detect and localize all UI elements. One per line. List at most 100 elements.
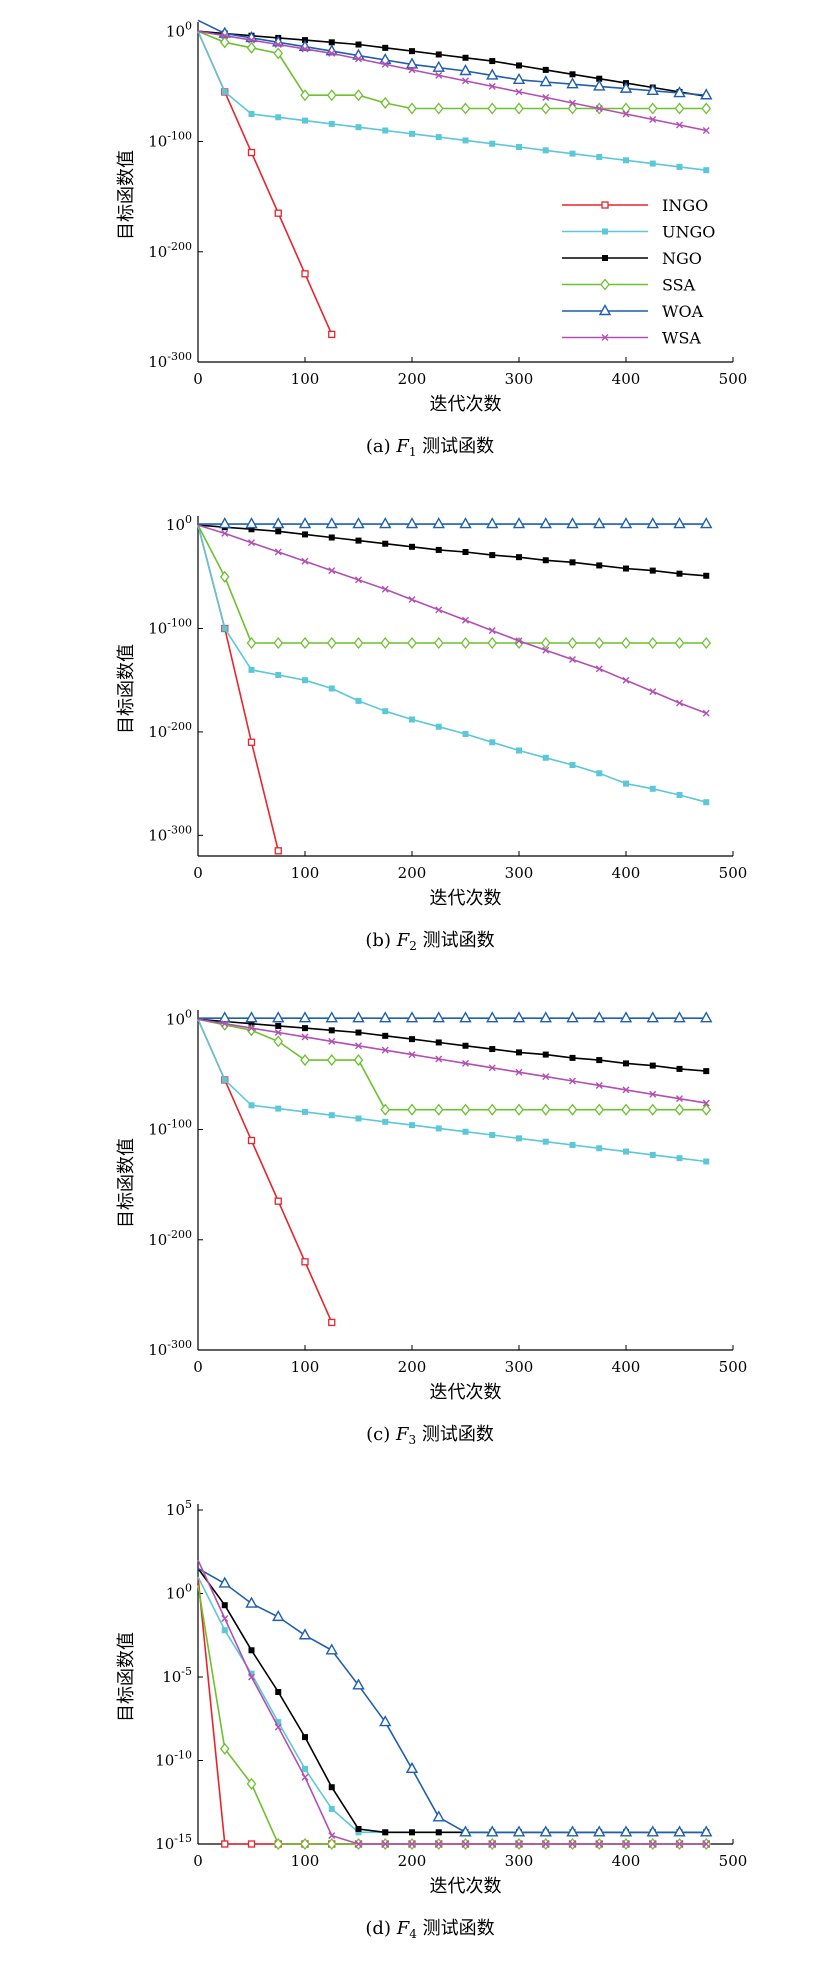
wsa-point — [515, 88, 523, 96]
ingo-point — [247, 738, 256, 746]
y-tick-label: 10-15 — [155, 1832, 192, 1853]
ungo-point — [435, 1125, 442, 1132]
ngo-point — [462, 54, 469, 61]
wsa-point — [381, 1046, 389, 1054]
x-tick-label: 300 — [505, 1358, 534, 1376]
wsa-point — [622, 110, 630, 118]
ungo-point — [382, 708, 389, 715]
ngo-point — [248, 1020, 255, 1027]
ingo-point — [301, 270, 309, 278]
ungo-point — [516, 747, 522, 754]
wsa-point — [221, 529, 229, 537]
wsa-point — [435, 71, 443, 79]
legend-label: NGO — [662, 249, 702, 268]
ungo-point — [462, 730, 469, 737]
wsa-point — [622, 1086, 630, 1094]
wsa-point — [676, 121, 683, 129]
wsa-point — [355, 1042, 362, 1050]
ungo-point — [248, 1670, 255, 1677]
wsa-point — [595, 104, 603, 112]
ungo-point — [328, 1112, 335, 1119]
ngo-point — [676, 570, 683, 577]
ngo-point — [462, 1042, 469, 1049]
wsa-point — [462, 1840, 469, 1848]
x-tick-label: 0 — [193, 1358, 203, 1376]
x-tick-label: 300 — [505, 864, 534, 882]
ngo-point — [355, 1029, 362, 1036]
ungo-point — [248, 1102, 255, 1109]
x-tick-label: 500 — [719, 864, 748, 882]
woa-point — [673, 1011, 686, 1023]
ngo-point — [435, 1829, 442, 1836]
ssa-point — [487, 1103, 498, 1116]
ungo-point — [328, 1805, 335, 1812]
wsa-point — [355, 55, 362, 63]
ssa-point — [460, 102, 471, 115]
ssa-point — [273, 1837, 284, 1851]
wsa-point — [595, 1840, 603, 1848]
ssa-point — [326, 636, 337, 650]
wsa-point — [301, 557, 309, 565]
ngo-point — [596, 562, 603, 569]
ungo-point — [302, 117, 308, 124]
ssa-point — [326, 1837, 337, 1851]
ngo-point — [382, 1829, 389, 1836]
ngo-point — [409, 48, 415, 55]
ssa-point — [300, 1837, 310, 1851]
woa-point — [405, 57, 419, 69]
ngo-point — [649, 1062, 656, 1069]
ssa-point — [300, 89, 310, 102]
woa-point — [673, 1825, 686, 1837]
wsa-point — [488, 1064, 496, 1072]
woa-point — [486, 517, 499, 529]
woa-point — [432, 517, 445, 529]
ungo-point — [542, 754, 549, 761]
wsa-point — [542, 1840, 550, 1848]
ngo-point — [328, 534, 335, 541]
x-tick-label: 0 — [193, 370, 203, 388]
x-tick-label: 500 — [719, 370, 748, 388]
ngo-point — [355, 537, 362, 544]
woa-point — [646, 1011, 659, 1023]
legend-label: WSA — [662, 329, 701, 348]
series-ngo — [197, 1018, 710, 1075]
ungo-point — [435, 134, 442, 141]
woa-point — [405, 1011, 419, 1023]
x-tick-label: 0 — [193, 1852, 203, 1870]
x-tick-label: 300 — [505, 370, 534, 388]
ssa-point — [487, 636, 498, 650]
ngo-point — [649, 567, 656, 574]
wsa-point — [435, 1840, 443, 1848]
series-wsa — [197, 1018, 710, 1107]
ngo-point — [569, 1054, 576, 1061]
ungo-point — [355, 1115, 362, 1122]
ssa-point — [380, 1103, 391, 1116]
series-wsa — [197, 1559, 710, 1848]
wsa-point — [515, 1840, 523, 1848]
ungo-point — [489, 1132, 496, 1139]
wsa-point — [328, 1832, 336, 1840]
ngo-point — [275, 1022, 282, 1029]
y-tick-label: 100 — [166, 1582, 192, 1603]
ssa-point — [701, 1103, 712, 1116]
woa-point — [272, 1011, 285, 1023]
x-tick-label: 300 — [505, 1852, 534, 1870]
series-ssa — [197, 1018, 712, 1116]
woa-point — [352, 1011, 365, 1023]
woa-point — [405, 517, 419, 529]
ngo-point — [328, 1027, 335, 1034]
wsa-point — [435, 606, 443, 614]
wsa-point — [274, 41, 282, 49]
wsa-line — [197, 1559, 707, 1845]
ungo-point — [623, 780, 629, 787]
woa-point — [459, 1011, 472, 1023]
wsa-point — [676, 1095, 683, 1103]
wsa-point — [702, 127, 710, 135]
woa-point — [619, 517, 633, 529]
panel-caption: (d) F4 测试函数 — [365, 1918, 494, 1941]
ungo-point — [569, 1141, 576, 1148]
wsa-point — [542, 93, 550, 101]
ngo-point — [382, 1032, 389, 1039]
series-ngo — [197, 1567, 710, 1836]
